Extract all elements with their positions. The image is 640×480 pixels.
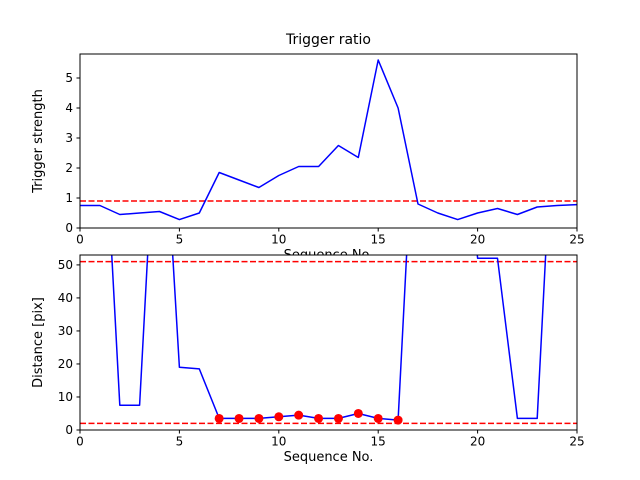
trigger-strength-line bbox=[80, 59, 577, 221]
x-tick-label: 0 bbox=[76, 233, 84, 247]
x-tick-label: 5 bbox=[176, 435, 184, 449]
y-axis-label: Trigger strength bbox=[31, 89, 46, 194]
marker-dot bbox=[254, 413, 264, 423]
y-axis-label: Distance [pix] bbox=[31, 297, 46, 388]
chart-title: Trigger ratio bbox=[285, 32, 371, 48]
x-tick-label: 10 bbox=[271, 435, 286, 449]
axes-background bbox=[80, 255, 577, 430]
marker-dot bbox=[353, 408, 363, 418]
y-tick-label: 0 bbox=[65, 221, 73, 235]
x-tick-label: 25 bbox=[569, 233, 584, 247]
y-tick-label: 10 bbox=[58, 390, 73, 404]
marker-dot bbox=[393, 415, 403, 425]
x-tick-label: 0 bbox=[76, 435, 84, 449]
x-tick-label: 25 bbox=[569, 435, 584, 449]
axes-frame bbox=[79, 53, 578, 229]
y-tick-label: 5 bbox=[65, 71, 73, 85]
axes-frame bbox=[79, 254, 578, 431]
marker-dot bbox=[373, 413, 383, 423]
marker-dot bbox=[294, 410, 304, 420]
x-axis-label: Sequence No. bbox=[284, 450, 374, 465]
x-tick-label: 10 bbox=[271, 233, 286, 247]
y-tick-label: 2 bbox=[65, 161, 73, 175]
distance-line bbox=[111, 255, 547, 421]
y-tick-label: 3 bbox=[65, 131, 73, 145]
y-tick-label: 40 bbox=[58, 291, 73, 305]
y-tick-label: 30 bbox=[58, 324, 73, 338]
y-tick-label: 50 bbox=[58, 258, 73, 272]
x-tick-label: 5 bbox=[176, 233, 184, 247]
marker-dot bbox=[234, 413, 244, 423]
marker-dot bbox=[314, 413, 324, 423]
x-tick-label: 20 bbox=[470, 233, 485, 247]
y-tick-label: 20 bbox=[58, 357, 73, 371]
marker-dot bbox=[214, 413, 224, 423]
y-tick-label: 0 bbox=[65, 423, 73, 437]
x-tick-label: 15 bbox=[371, 435, 386, 449]
y-tick-label: 4 bbox=[65, 101, 73, 115]
x-tick-label: 15 bbox=[371, 233, 386, 247]
axes-background bbox=[80, 54, 577, 228]
x-tick-label: 20 bbox=[470, 435, 485, 449]
y-tick-label: 1 bbox=[65, 191, 73, 205]
marker-dot bbox=[333, 413, 343, 423]
marker-dot bbox=[274, 412, 284, 422]
